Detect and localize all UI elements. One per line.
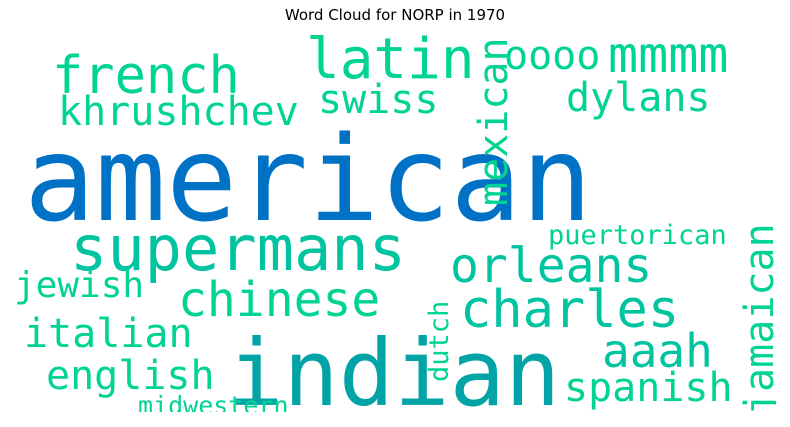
word-puertorican: puertorican [548, 220, 727, 251]
word-dylans: dylans [566, 75, 711, 121]
word-swiss: swiss [318, 77, 439, 123]
word-english: english [46, 353, 215, 399]
word-midwestern: midwestern [138, 391, 289, 412]
word-mmmm: mmmm [608, 28, 729, 84]
word-dutch: dutch [424, 300, 455, 382]
word-supermans: supermans [70, 212, 406, 285]
word-jewish: jewish [14, 265, 145, 306]
word-oooo: oooo [504, 33, 601, 79]
word-jamaican: jamaican [737, 223, 776, 412]
word-italian: italian [24, 311, 193, 357]
word-american: american [24, 110, 593, 248]
word-latin: latin [306, 28, 475, 92]
word-french: french [52, 46, 240, 106]
word-charles: charles [460, 280, 680, 340]
word-chinese: chinese [178, 272, 381, 328]
word-khrushchev: khrushchev [58, 89, 299, 135]
chart-title: Word Cloud for NORP in 1970 [284, 6, 506, 24]
word-orleans: orleans [450, 238, 653, 294]
word-cloud: american indian supermans french latin mmmm oo… [14, 28, 776, 412]
word-spanish: spanish [564, 365, 733, 411]
word-indian: indian [228, 320, 561, 413]
word-aaah: aaah [602, 324, 713, 378]
word-mexican: mexican [471, 37, 517, 206]
